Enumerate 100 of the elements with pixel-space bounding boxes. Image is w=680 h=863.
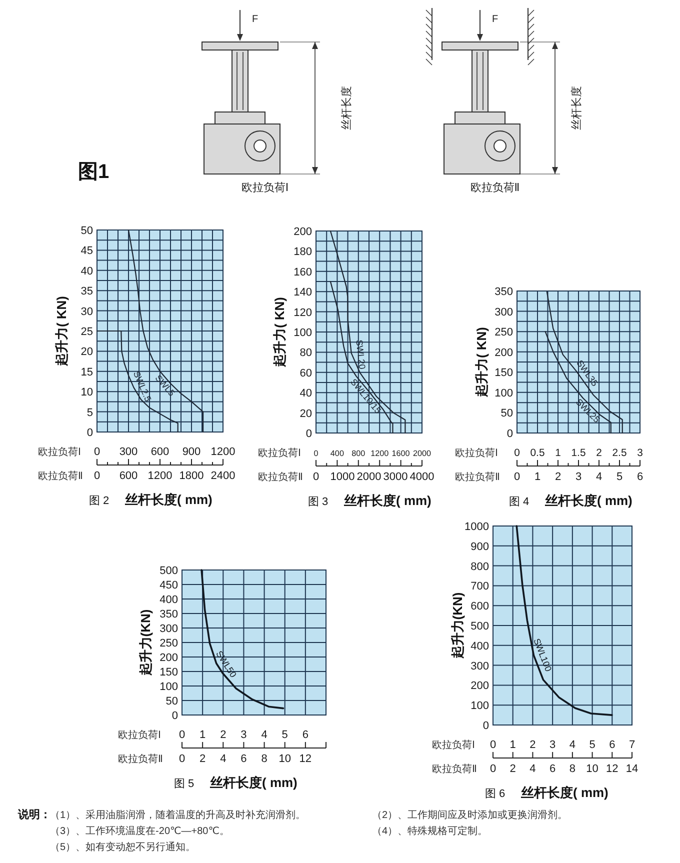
x2-tick-label: 6 [240, 753, 247, 765]
y-tick-label: 40 [80, 265, 93, 278]
x-axis-title: 丝杆长度( mm) [520, 785, 608, 800]
y-tick-label: 400 [160, 594, 178, 606]
x-tick-label: 6 [609, 739, 616, 751]
text: （1）、采用油脂润滑，随着温度的升高及时补充润滑剂。 [50, 809, 306, 821]
text: F [252, 14, 258, 25]
y-tick-label: 80 [300, 347, 312, 360]
x-tick-label: 1.5 [571, 448, 586, 459]
text: （3）、工作环境温度在-20℃—+80℃。 [50, 825, 230, 837]
y-tick-label: 200 [294, 226, 312, 238]
y-tick-label: 160 [294, 266, 312, 278]
x-tick-label: 0.5 [530, 448, 545, 459]
text: 欧拉负荷Ⅰ [455, 447, 498, 459]
y-tick-label: 350 [160, 608, 178, 620]
x2-tick-label: 3 [575, 471, 582, 483]
x-tick-label: 2 [220, 729, 226, 741]
y-tick-label: 300 [470, 660, 489, 672]
y-tick-label: 450 [160, 580, 178, 592]
x-tick-label: 1200 [210, 446, 236, 458]
x2-tick-label: 600 [119, 470, 138, 482]
x-tick-label: 2000 [412, 449, 432, 458]
y-tick-label: 200 [494, 346, 513, 359]
y-tick-label: 0 [86, 427, 93, 439]
text: 欧拉负荷Ⅱ [455, 471, 500, 483]
x-tick-label: 3 [550, 739, 556, 751]
y-tick-label: 50 [166, 696, 178, 708]
line-series [516, 525, 613, 716]
y-tick-label: 35 [80, 286, 93, 298]
text: 丝杆长度 [340, 86, 353, 130]
x-tick-label: 800 [352, 449, 366, 458]
x-tick-label: 5 [589, 739, 596, 751]
y-tick-label: 100 [494, 387, 513, 400]
x2-tick-label: 5 [616, 471, 623, 483]
y-tick-label: 500 [160, 565, 178, 577]
y-tick-label: 5 [86, 406, 93, 419]
y-tick-label: 100 [470, 700, 489, 712]
y-tick-label: 180 [294, 246, 312, 258]
text: 图 2 [89, 495, 110, 507]
text: 欧拉负荷Ⅰ [38, 446, 81, 458]
x-tick-label: 2 [530, 739, 536, 751]
text: 图 3 [308, 496, 328, 508]
x2-tick-label: 2400 [210, 470, 236, 482]
line-series [546, 291, 623, 434]
x2-tick-label: 6 [550, 763, 556, 775]
x-tick-label: 2 [596, 448, 602, 459]
x2-tick-label: 12 [606, 763, 618, 775]
y-tick-label: 900 [470, 540, 489, 553]
y-tick-label: 140 [294, 286, 312, 299]
x2-tick-label: 0 [312, 471, 320, 483]
x2-tick-label: 0 [178, 753, 186, 765]
x-tick-label: 1 [200, 729, 206, 741]
text: 图 4 [509, 496, 530, 508]
y-tick-label: 50 [80, 225, 93, 237]
y-tick-label: 20 [80, 346, 93, 358]
x-axis-title: 丝杆长度( mm) [343, 493, 432, 508]
y-tick-label: 100 [160, 681, 178, 693]
x-tick-label: 1 [510, 739, 516, 751]
text: 欧拉负荷Ⅱ [118, 753, 163, 765]
y-tick-label: 250 [160, 638, 178, 650]
text: SWL20 [354, 339, 368, 370]
y-tick-label: 600 [470, 600, 489, 613]
y-tick-label: 250 [494, 326, 513, 339]
x2-tick-label: 4 [596, 471, 602, 483]
y-tick-label: 1000 [464, 521, 489, 533]
y-tick-label: 20 [300, 408, 312, 420]
x2-tick-label: 8 [569, 763, 576, 775]
y-axis-title: 起升力( KN) [272, 296, 287, 368]
x2-tick-label: 1 [534, 471, 541, 483]
text: F [492, 14, 498, 25]
x2-tick-label: 1800 [179, 470, 204, 482]
x-tick-label: 3 [240, 729, 247, 741]
y-tick-label: 200 [470, 680, 489, 692]
x2-tick-label: 4 [220, 753, 226, 765]
x2-tick-label: 8 [261, 753, 268, 765]
x2-tick-label: 4 [530, 763, 536, 775]
line-series [128, 229, 204, 433]
text: 欧拉负荷Ⅰ [432, 739, 475, 751]
x2-tick-label: 4000 [410, 471, 434, 483]
line-series [330, 280, 394, 434]
y-tick-label: 150 [494, 367, 513, 380]
y-tick-label: 200 [160, 652, 178, 664]
text: （4）、特殊规格可定制。 [372, 825, 488, 837]
y-tick-label: 100 [294, 327, 312, 339]
x-tick-label: 3 [637, 448, 644, 459]
x2-tick-label: 10 [586, 763, 598, 775]
y-axis-title: 起升力( KN) [54, 296, 69, 368]
x2-tick-label: 2000 [356, 471, 382, 483]
y-tick-label: 15 [80, 366, 93, 378]
x2-tick-label: 2 [510, 763, 516, 775]
y-axis-title: 起升力(KN) [450, 592, 465, 660]
x-tick-label: 1200 [370, 449, 390, 458]
y-tick-label: 40 [300, 388, 312, 400]
text: 图1 [78, 161, 110, 183]
text: 图 5 [174, 778, 194, 790]
x-tick-label: 4 [261, 729, 268, 741]
x-tick-label: 400 [330, 449, 344, 458]
x-tick-label: 0 [514, 448, 520, 459]
y-tick-label: 150 [160, 666, 178, 678]
y-tick-label: 120 [294, 306, 312, 319]
